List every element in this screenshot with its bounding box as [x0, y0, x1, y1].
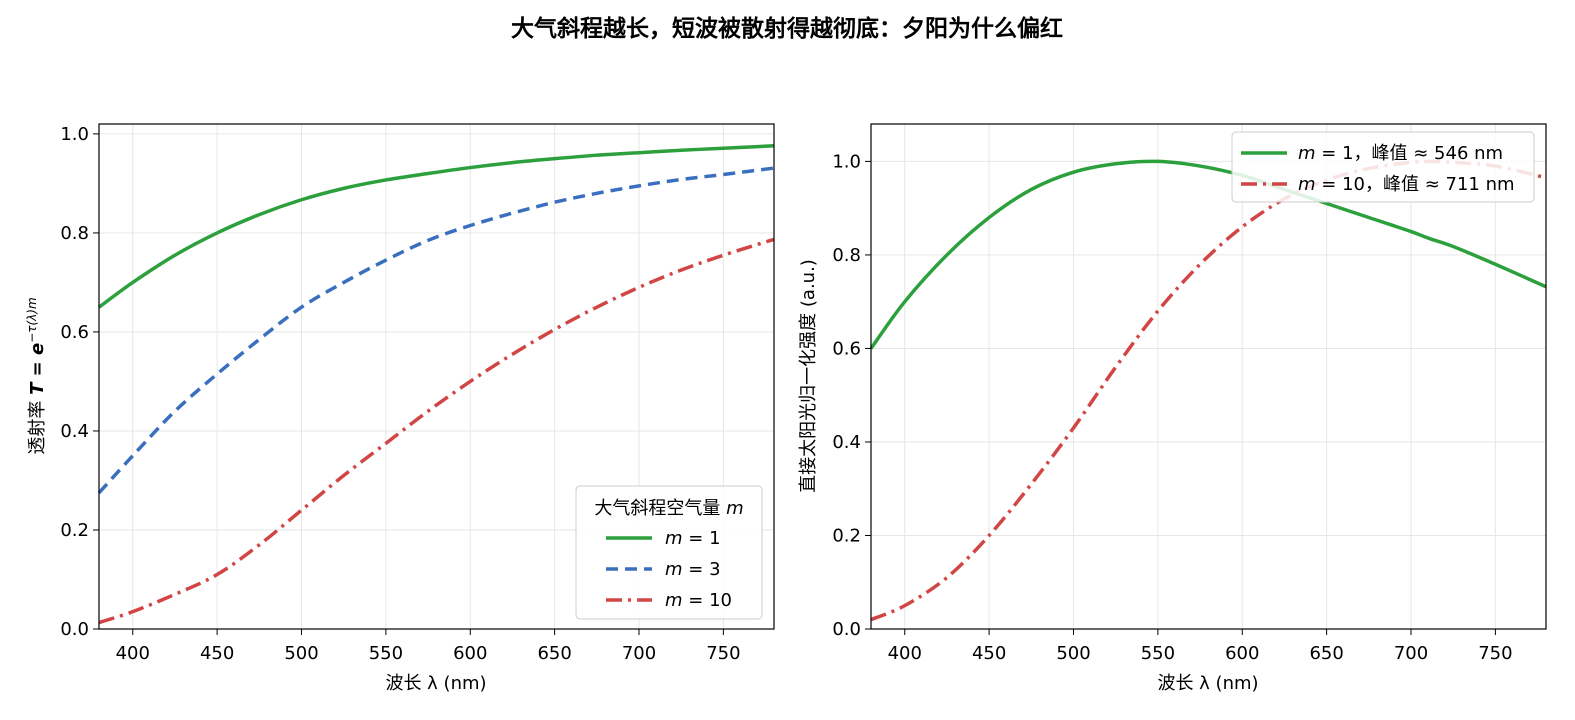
- x-tick-label: 700: [622, 643, 656, 664]
- legend-label: m = 1，峰值 ≈ 546 nm: [1298, 143, 1503, 164]
- y-tick-label: 1.0: [60, 124, 89, 145]
- y-tick-label: 0.0: [60, 619, 89, 640]
- legend-box: [1231, 131, 1535, 203]
- x-tick-label: 550: [369, 643, 403, 664]
- x-tick-label: 750: [706, 643, 740, 664]
- series-line-2: [97, 166, 775, 495]
- y-tick-label: 0.0: [832, 619, 861, 640]
- legend-label: m = 10，峰值 ≈ 711 nm: [1298, 174, 1515, 195]
- y-axis-label: 透射率 T = e−τ(λ)m: [25, 297, 48, 454]
- figure-title: 大气斜程越长，短波被散射得越彻底：夕阳为什么偏红: [511, 15, 1063, 42]
- legend-items: m = 1，峰值 ≈ 546 nm m = 10，峰值 ≈ 711 nm: [1241, 143, 1515, 195]
- legend: 大气斜程空气量 m m = 1 m = 3 m = 10: [575, 485, 763, 620]
- x-axis-ticks: 400 450 500 550 600 650 700 750: [116, 629, 741, 664]
- y-tick-label: 1.0: [832, 151, 861, 172]
- x-tick-label: 400: [116, 643, 150, 664]
- y-axis-ticks: 0.0 0.2 0.4 0.6 0.8 1.0: [60, 124, 99, 640]
- x-tick-label: 450: [972, 643, 1006, 664]
- legend-title: 大气斜程空气量 m: [594, 498, 743, 519]
- transmittance-panel: 400 450 500 550 600 650 700 750 0.0 0.2 0.4 0.6 0.8…: [25, 123, 775, 694]
- y-tick-label: 0.4: [60, 421, 89, 442]
- x-tick-label: 750: [1478, 643, 1512, 664]
- x-tick-label: 500: [284, 643, 318, 664]
- y-tick-label: 0.8: [60, 223, 89, 244]
- legend-label: m = 1: [665, 528, 721, 549]
- legend-items: m = 1 m = 3 m = 10: [606, 528, 732, 611]
- series-line-1: [869, 159, 1547, 350]
- x-tick-label: 450: [200, 643, 234, 664]
- y-tick-label: 0.2: [832, 525, 861, 546]
- plot-frame: [98, 123, 775, 630]
- x-tick-label: 500: [1056, 643, 1090, 664]
- intensity-panel: 400 450 500 550 600 650 700 750 0.0 0.2 0.4 0.6 0.8…: [798, 123, 1547, 694]
- legend: m = 1，峰值 ≈ 546 nm m = 10，峰值 ≈ 711 nm: [1231, 131, 1535, 203]
- x-tick-label: 700: [1394, 643, 1428, 664]
- x-tick-label: 600: [453, 643, 487, 664]
- x-axis-label: 波长 λ (nm): [385, 673, 486, 694]
- grid: [99, 124, 774, 630]
- y-tick-label: 0.4: [832, 432, 861, 453]
- series-layer: [97, 144, 775, 625]
- x-tick-label: 650: [537, 643, 571, 664]
- y-tick-label: 0.6: [832, 338, 861, 359]
- x-tick-label: 650: [1309, 643, 1343, 664]
- legend-label: m = 3: [665, 559, 721, 580]
- x-axis-ticks: 400 450 500 550 600 650 700 750: [888, 629, 1513, 664]
- series-line-3: [98, 237, 775, 625]
- y-tick-label: 0.2: [60, 520, 89, 541]
- y-tick-label: 0.8: [832, 245, 861, 266]
- y-tick-label: 0.6: [60, 322, 89, 343]
- y-axis-ticks: 0.0 0.2 0.4 0.6 0.8 1.0: [832, 151, 871, 640]
- legend-label: m = 10: [665, 590, 732, 611]
- x-axis-label: 波长 λ (nm): [1157, 673, 1258, 694]
- series-layer: [869, 159, 1547, 622]
- x-tick-label: 550: [1141, 643, 1175, 664]
- plot-frame: [870, 123, 1547, 630]
- series-line-1: [97, 144, 775, 309]
- x-tick-label: 400: [888, 643, 922, 664]
- x-tick-label: 600: [1225, 643, 1259, 664]
- y-axis-label: 直接太阳光归一化强度 (a.u.): [798, 259, 819, 493]
- legend-box: [575, 485, 763, 620]
